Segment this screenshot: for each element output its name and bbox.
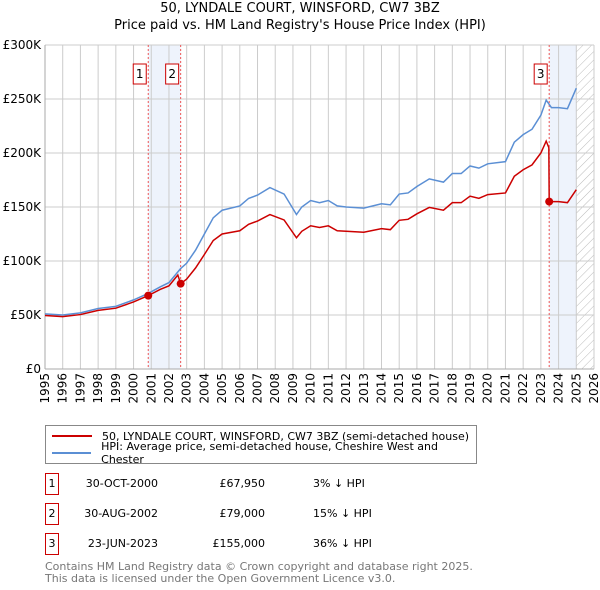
x-tick-label: 2013 xyxy=(357,373,371,404)
x-tick-label: 2021 xyxy=(498,373,512,404)
x-tick-label: 2003 xyxy=(180,373,194,404)
x-tick-label: 2018 xyxy=(445,373,459,404)
sale-marker-box xyxy=(165,63,180,85)
transaction-price: £79,000 xyxy=(219,507,266,520)
transaction-date: 30-AUG-2002 xyxy=(84,507,158,520)
legend: 50, LYNDALE COURT, WINSFORD, CW7 3BZ (se… xyxy=(45,425,477,466)
transaction-row: 1 30-OCT-2000 £67,950 3% ↓ HPI xyxy=(45,473,445,495)
legend-item-hpi: HPI: Average price, semi-detached house,… xyxy=(52,440,476,466)
y-tick-label: £0 xyxy=(26,362,41,376)
sale-marker-box xyxy=(533,63,548,85)
x-tick-label: 2016 xyxy=(410,373,424,404)
x-tick-label: 2000 xyxy=(127,373,141,404)
x-tick-label: 2025 xyxy=(569,373,583,404)
legend-label: HPI: Average price, semi-detached house,… xyxy=(101,440,438,466)
y-tick-label: £100K xyxy=(3,254,43,268)
transaction-price: £67,950 xyxy=(219,477,266,490)
x-tick-label: 1999 xyxy=(109,373,123,404)
x-tick-label: 2020 xyxy=(481,373,495,404)
sale-marker-box xyxy=(132,63,147,85)
legend-swatch-red xyxy=(52,435,92,437)
x-tick-label: 2023 xyxy=(534,373,548,404)
x-tick-label: 2007 xyxy=(251,373,265,404)
sale-marker-label: 2 xyxy=(168,67,176,81)
x-tick-label: 1998 xyxy=(91,373,105,404)
footer-copyright: Contains HM Land Registry data © Crown c… xyxy=(45,560,473,573)
x-tick-label: 1997 xyxy=(73,373,87,404)
transaction-hpi-diff: 36% ↓ HPI xyxy=(313,537,372,550)
transaction-price: £155,000 xyxy=(212,537,266,550)
x-tick-label: 2002 xyxy=(162,373,176,404)
transaction-hpi-diff: 15% ↓ HPI xyxy=(313,507,372,520)
y-tick-label: £50K xyxy=(10,308,42,322)
x-tick-label: 2005 xyxy=(215,373,229,404)
y-tick-label: £300K xyxy=(3,38,43,52)
x-tick-label: 2017 xyxy=(428,373,442,404)
sale-marker-badge: 3 xyxy=(45,533,59,555)
legend-item-property: 50, LYNDALE COURT, WINSFORD, CW7 3BZ (se… xyxy=(52,428,469,444)
sale-point xyxy=(144,291,153,300)
x-tick-label: 1995 xyxy=(38,373,52,404)
footer-licence: This data is licensed under the Open Gov… xyxy=(45,572,396,585)
hpi-line xyxy=(44,87,577,316)
x-tick-label: 2004 xyxy=(197,373,211,404)
x-tick-label: 2014 xyxy=(374,373,388,404)
sale-marker-badge: 1 xyxy=(45,473,59,495)
transaction-date: 23-JUN-2023 xyxy=(87,537,158,550)
transaction-date: 30-OCT-2000 xyxy=(85,477,158,490)
chart-subtitle: Price paid vs. HM Land Registry's House … xyxy=(114,18,486,33)
sale-marker-label: 1 xyxy=(136,67,144,81)
sale-point xyxy=(176,279,185,288)
transaction-row: 3 23-JUN-2023 £155,000 36% ↓ HPI xyxy=(45,533,445,555)
legend-label: 50, LYNDALE COURT, WINSFORD, CW7 3BZ (se… xyxy=(102,429,470,443)
x-tick-label: 2015 xyxy=(392,373,406,404)
sale-marker-label: 3 xyxy=(537,67,545,81)
property-price-line xyxy=(44,139,577,318)
x-tick-label: 2011 xyxy=(321,373,335,404)
sale-marker-badge: 2 xyxy=(45,503,59,525)
x-tick-label: 1996 xyxy=(56,373,70,404)
x-tick-label: 2006 xyxy=(233,373,247,404)
y-tick-label: £150K xyxy=(3,200,43,214)
x-tick-label: 2012 xyxy=(339,373,353,404)
x-tick-label: 2024 xyxy=(552,373,566,404)
x-tick-label: 2026 xyxy=(587,373,600,404)
x-tick-label: 2010 xyxy=(304,373,318,404)
x-tick-label: 2001 xyxy=(144,373,158,404)
y-tick-label: £200K xyxy=(3,146,43,160)
chart-title: 50, LYNDALE COURT, WINSFORD, CW7 3BZ xyxy=(160,1,440,16)
x-tick-label: 2009 xyxy=(286,373,300,404)
transaction-hpi-diff: 3% ↓ HPI xyxy=(313,477,365,490)
transaction-row: 2 30-AUG-2002 £79,000 15% ↓ HPI xyxy=(45,503,445,525)
y-tick-label: £250K xyxy=(3,92,43,106)
x-tick-label: 2019 xyxy=(463,373,477,404)
x-tick-label: 2008 xyxy=(268,373,282,404)
x-tick-label: 2022 xyxy=(516,373,530,404)
sale-point xyxy=(545,197,554,206)
legend-swatch-blue xyxy=(52,452,92,454)
plot-area: 1995 1996 1997 1998 1999 2000 2001 2002 2003 2004… xyxy=(3,38,600,404)
